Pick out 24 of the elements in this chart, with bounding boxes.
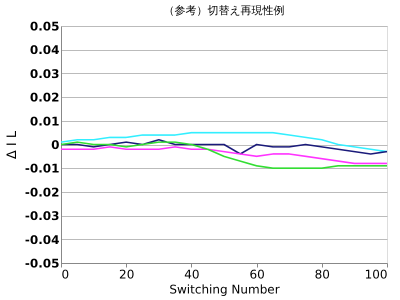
line-series: [61, 138, 387, 155]
y-tick-label: 0.02: [30, 90, 60, 105]
y-tick-label: 0.05: [30, 20, 60, 34]
y-tick-label: -0.04: [24, 232, 60, 247]
y-tick-label: 0: [51, 138, 60, 152]
y-tick-label: -0.02: [24, 185, 60, 200]
y-tick-label: 0.01: [30, 114, 60, 128]
y-axis-title: Δ I L: [4, 130, 20, 160]
y-tick-label: -0.01: [24, 162, 60, 176]
y-tick-label: -0.05: [24, 256, 60, 270]
x-tick-label: 0: [62, 268, 70, 282]
line-series: [61, 146, 387, 164]
chart-title: （参考）切替え再現性例: [164, 4, 284, 17]
line-series: [61, 132, 387, 152]
line-series: [61, 141, 387, 169]
y-tick-label: 0.03: [30, 66, 60, 81]
x-tick-label: 40: [184, 268, 200, 282]
x-tick-label: 100: [364, 268, 388, 282]
x-tick-label: 20: [119, 268, 134, 282]
y-tick-label: 0.04: [30, 43, 60, 58]
y-tick-label: -0.03: [24, 209, 60, 224]
x-axis-title: Switching Number: [169, 282, 280, 296]
x-tick-label: 80: [314, 268, 330, 282]
x-tick-label: 60: [249, 268, 265, 282]
